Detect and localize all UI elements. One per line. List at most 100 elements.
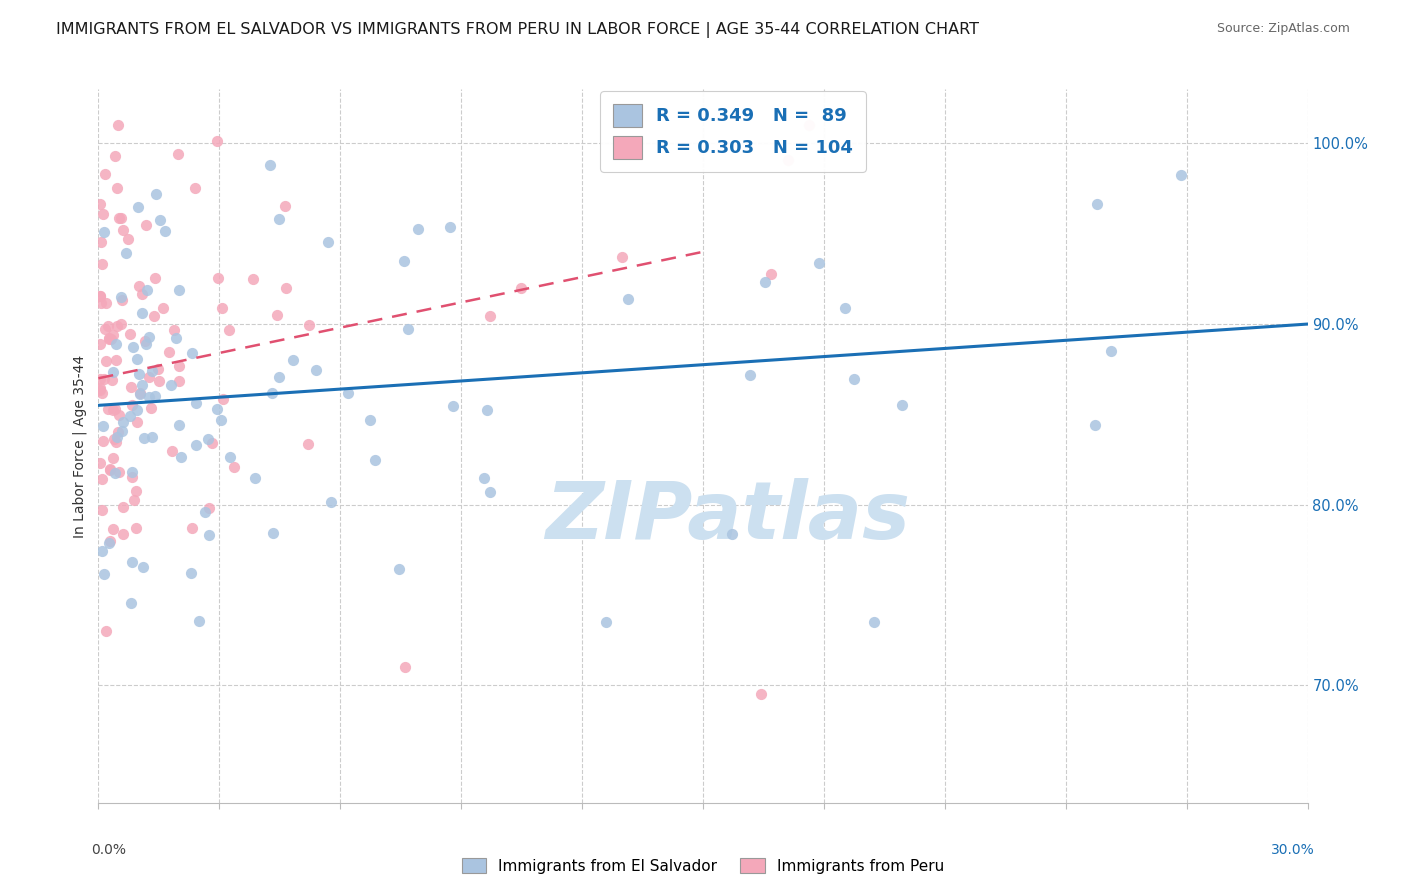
Point xyxy=(89,381,111,395)
Y-axis label: In Labor Force | Age 35-44: In Labor Force | Age 35-44 xyxy=(73,354,87,538)
Point xyxy=(138,330,160,344)
Point xyxy=(120,380,142,394)
Point xyxy=(165,331,187,345)
Point xyxy=(205,402,228,417)
Point xyxy=(219,450,242,464)
Point xyxy=(100,332,122,346)
Point xyxy=(121,555,143,569)
Point xyxy=(94,167,117,181)
Point xyxy=(97,401,120,416)
Point xyxy=(181,520,204,534)
Point xyxy=(167,146,190,161)
Point xyxy=(145,187,167,202)
Point xyxy=(110,211,132,225)
Point xyxy=(262,385,284,400)
Point xyxy=(138,370,160,384)
Point xyxy=(396,322,419,336)
Point xyxy=(761,267,783,281)
Point xyxy=(834,301,856,316)
Point xyxy=(105,434,128,449)
Point xyxy=(754,275,776,289)
Text: 0.0%: 0.0% xyxy=(91,843,127,857)
Point xyxy=(98,462,121,476)
Point xyxy=(337,385,360,400)
Point xyxy=(89,288,111,302)
Point xyxy=(305,363,328,377)
Point xyxy=(134,334,156,349)
Point xyxy=(862,615,884,629)
Point xyxy=(148,374,170,388)
Point xyxy=(122,340,145,354)
Point xyxy=(121,470,143,484)
Legend: R = 0.349   N =  89, R = 0.303   N = 104: R = 0.349 N = 89, R = 0.303 N = 104 xyxy=(600,91,866,172)
Point xyxy=(131,377,153,392)
Point xyxy=(105,318,128,333)
Point xyxy=(90,296,112,310)
Point xyxy=(127,403,149,417)
Point xyxy=(388,562,411,576)
Point xyxy=(97,331,120,345)
Point xyxy=(281,352,304,367)
Point xyxy=(1099,344,1122,359)
Point xyxy=(110,290,132,304)
Point xyxy=(152,301,174,316)
Point xyxy=(262,525,284,540)
Point xyxy=(132,559,155,574)
Point xyxy=(112,500,135,514)
Point xyxy=(612,250,634,264)
Point xyxy=(107,430,129,444)
Point xyxy=(321,494,343,508)
Point xyxy=(107,180,129,194)
Point xyxy=(138,390,160,404)
Point xyxy=(441,399,464,413)
Point xyxy=(104,401,127,416)
Point xyxy=(394,660,416,674)
Point xyxy=(90,503,112,517)
Point xyxy=(475,403,498,417)
Point xyxy=(153,224,176,238)
Point xyxy=(121,596,143,610)
Point xyxy=(617,292,640,306)
Point xyxy=(209,413,232,427)
Point xyxy=(91,257,114,271)
Point xyxy=(117,232,139,246)
Point xyxy=(89,197,111,211)
Point xyxy=(243,471,266,485)
Point xyxy=(101,373,124,387)
Point xyxy=(97,319,120,334)
Point xyxy=(205,134,228,148)
Point xyxy=(111,526,134,541)
Point xyxy=(98,463,121,477)
Point xyxy=(131,286,153,301)
Point xyxy=(111,293,134,308)
Point xyxy=(93,372,115,386)
Point xyxy=(148,362,170,376)
Point xyxy=(93,207,115,221)
Point xyxy=(184,181,207,195)
Point xyxy=(720,527,742,541)
Point xyxy=(112,223,135,237)
Point xyxy=(91,472,114,486)
Point xyxy=(169,418,191,433)
Point xyxy=(406,222,429,236)
Point xyxy=(107,425,129,440)
Point xyxy=(103,450,125,465)
Point xyxy=(157,344,180,359)
Point xyxy=(222,459,245,474)
Point xyxy=(266,309,288,323)
Point xyxy=(91,434,114,448)
Point xyxy=(180,346,202,360)
Point xyxy=(97,333,120,347)
Point xyxy=(392,253,415,268)
Point xyxy=(198,500,221,515)
Point xyxy=(509,281,531,295)
Point xyxy=(91,386,114,401)
Point xyxy=(94,353,117,368)
Point xyxy=(103,328,125,343)
Point xyxy=(890,398,912,412)
Point xyxy=(101,365,124,379)
Point xyxy=(114,245,136,260)
Point xyxy=(97,536,120,550)
Legend: Immigrants from El Salvador, Immigrants from Peru: Immigrants from El Salvador, Immigrants … xyxy=(456,852,950,880)
Point xyxy=(125,415,148,429)
